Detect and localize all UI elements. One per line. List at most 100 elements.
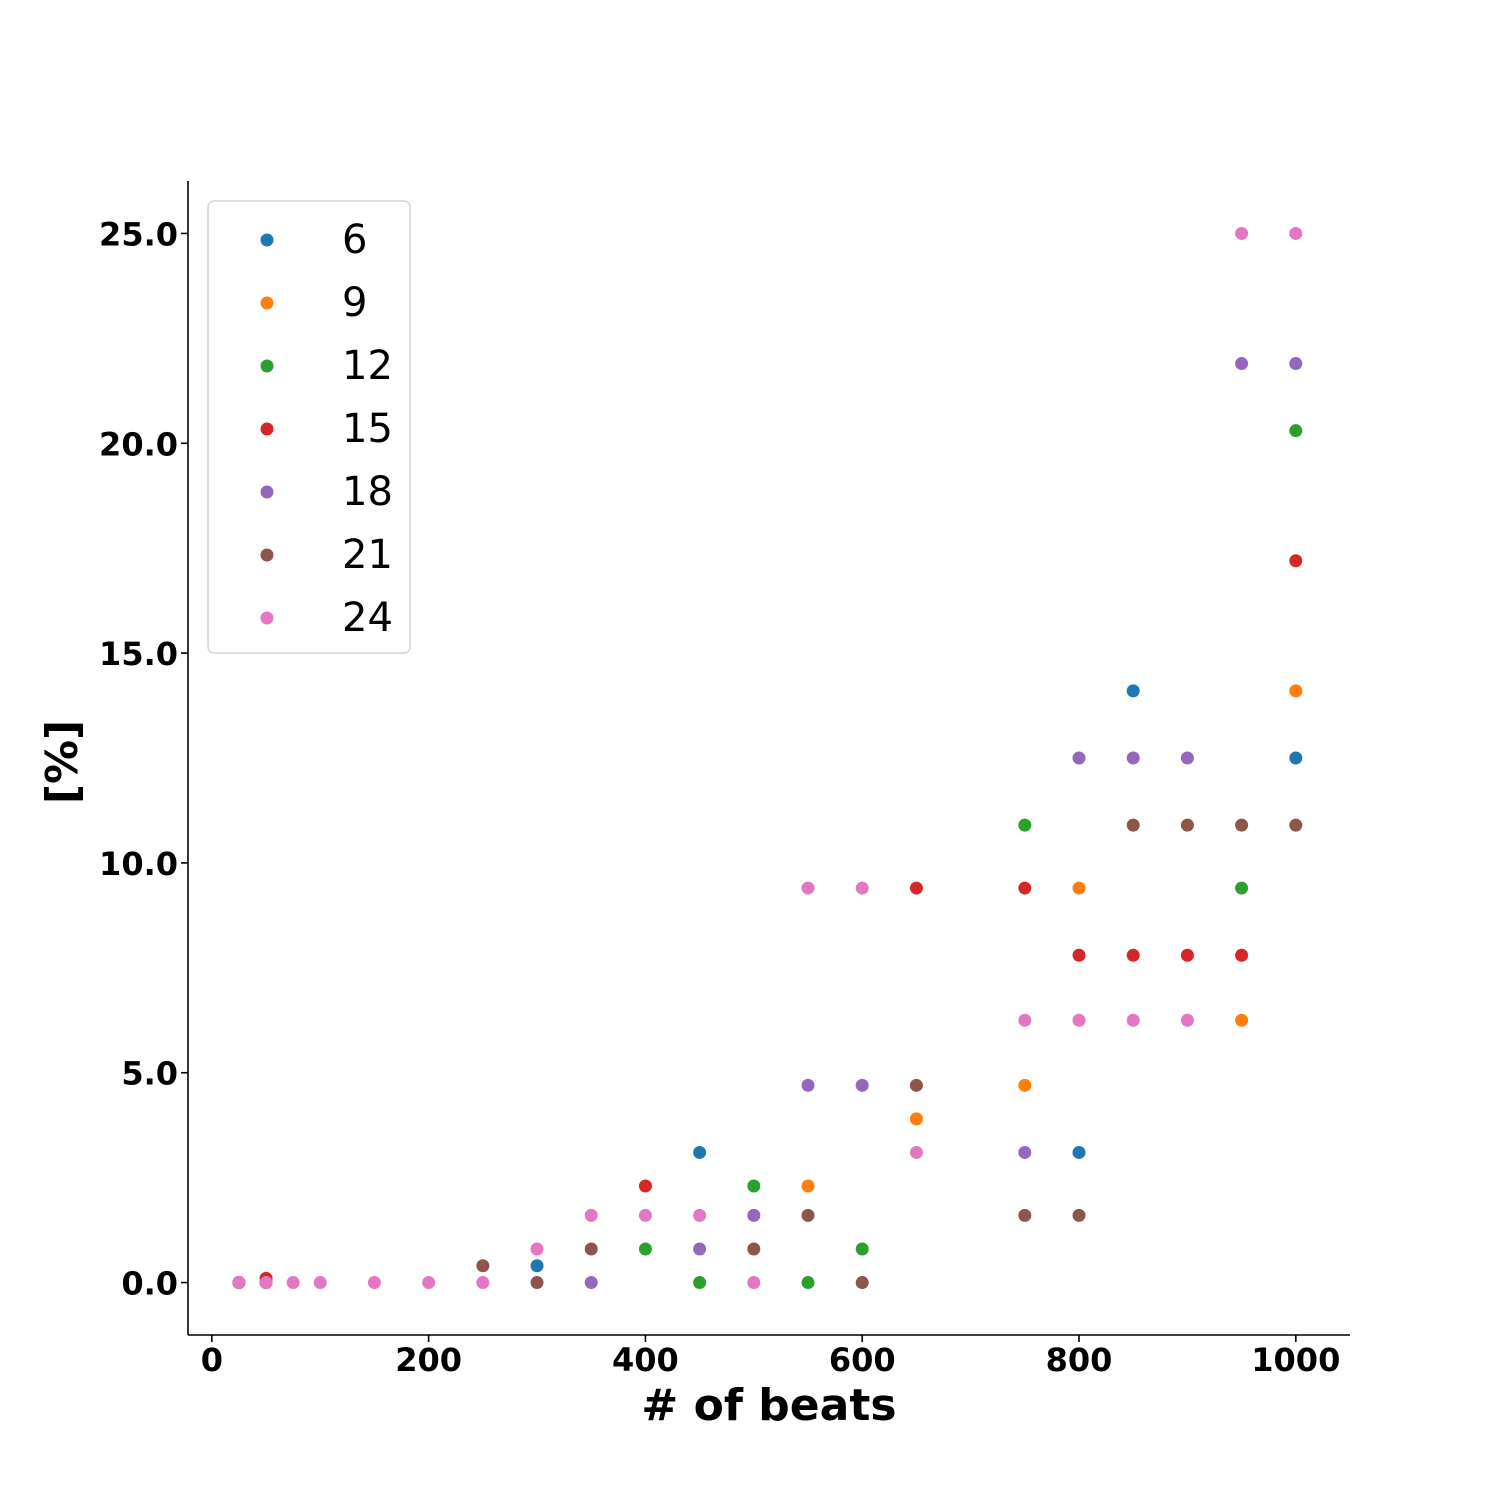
legend-marker — [260, 359, 274, 373]
legend-marker — [260, 485, 274, 499]
data-point — [476, 1276, 490, 1290]
data-point — [855, 1242, 869, 1256]
data-point — [747, 1276, 761, 1290]
data-point — [584, 1276, 598, 1290]
y-tick-label: 0.0 — [121, 1265, 178, 1303]
series-21 — [232, 818, 1303, 1290]
data-point — [1072, 881, 1086, 895]
legend-label: 9 — [342, 280, 367, 326]
x-tick-label: 800 — [1046, 1341, 1113, 1379]
data-point — [1180, 1013, 1194, 1027]
data-point — [313, 1276, 327, 1290]
data-point — [747, 1242, 761, 1256]
data-point — [1126, 751, 1140, 765]
data-point — [232, 1276, 246, 1290]
series-6 — [232, 684, 1303, 1290]
data-point — [1180, 948, 1194, 962]
plot-area — [232, 226, 1303, 1290]
data-point — [422, 1276, 436, 1290]
series-15 — [232, 554, 1303, 1290]
data-point — [1126, 818, 1140, 832]
data-point — [1126, 948, 1140, 962]
data-point — [530, 1242, 544, 1256]
data-point — [1018, 1208, 1032, 1222]
legend-frame — [207, 200, 411, 654]
data-point — [747, 1179, 761, 1193]
data-point — [638, 1208, 652, 1222]
data-point — [801, 1208, 815, 1222]
legend-label: 15 — [342, 406, 393, 452]
data-point — [1072, 751, 1086, 765]
data-point — [693, 1208, 707, 1222]
data-point — [1289, 684, 1303, 698]
data-point — [530, 1276, 544, 1290]
data-point — [1126, 1013, 1140, 1027]
data-point — [855, 1276, 869, 1290]
data-point — [909, 1112, 923, 1126]
data-point — [1180, 751, 1194, 765]
data-point — [1235, 948, 1249, 962]
legend-marker — [260, 233, 274, 247]
data-point — [638, 1179, 652, 1193]
data-point — [801, 881, 815, 895]
x-axis-label: # of beats — [641, 1380, 896, 1431]
data-point — [855, 1078, 869, 1092]
data-point — [1018, 1145, 1032, 1159]
data-point — [638, 1242, 652, 1256]
data-point — [1289, 424, 1303, 438]
data-point — [801, 1078, 815, 1092]
data-point — [367, 1276, 381, 1290]
legend-label: 12 — [342, 343, 393, 389]
data-point — [1072, 948, 1086, 962]
data-point — [1289, 357, 1303, 371]
data-point — [584, 1208, 598, 1222]
data-point — [1018, 818, 1032, 832]
data-point — [1235, 818, 1249, 832]
legend-label: 18 — [342, 469, 393, 515]
data-point — [1018, 881, 1032, 895]
data-point — [259, 1276, 273, 1290]
x-tick-label: 1000 — [1251, 1341, 1340, 1379]
legend-marker — [260, 296, 274, 310]
data-point — [1289, 554, 1303, 568]
data-point — [1072, 1013, 1086, 1027]
data-point — [1235, 881, 1249, 895]
data-point — [909, 1078, 923, 1092]
data-point — [801, 1179, 815, 1193]
legend-marker — [260, 611, 274, 625]
legend-marker — [260, 548, 274, 562]
legend-label: 6 — [342, 217, 367, 263]
data-point — [855, 881, 869, 895]
data-point — [693, 1145, 707, 1159]
legend-label: 21 — [342, 532, 393, 578]
data-point — [693, 1242, 707, 1256]
y-tick-label: 25.0 — [99, 215, 178, 253]
data-point — [693, 1276, 707, 1290]
y-tick-label: 15.0 — [99, 635, 178, 673]
data-point — [1126, 684, 1140, 698]
data-point — [1180, 818, 1194, 832]
y-axis-label: [%] — [37, 720, 88, 804]
legend: 6 9 12 15 18 21 24 — [207, 200, 411, 654]
data-point — [1018, 1013, 1032, 1027]
data-point — [1072, 1145, 1086, 1159]
legend-label: 24 — [342, 595, 393, 641]
x-tick-label: 200 — [395, 1341, 462, 1379]
data-point — [1018, 1078, 1032, 1092]
axes: 0 200 400 600 800 1000 0.0 5.0 10.0 15.0 20.0 25.0 — [99, 181, 1350, 1379]
x-tick-label: 400 — [612, 1341, 679, 1379]
series-9 — [232, 684, 1303, 1290]
series-24 — [232, 226, 1303, 1290]
data-point — [530, 1259, 544, 1273]
data-point — [1072, 1208, 1086, 1222]
data-point — [747, 1208, 761, 1222]
data-point — [1289, 226, 1303, 240]
data-point — [909, 1145, 923, 1159]
data-point — [476, 1259, 490, 1273]
y-tick-label: 20.0 — [99, 425, 178, 463]
data-point — [1289, 751, 1303, 765]
data-point — [909, 881, 923, 895]
x-tick-label: 600 — [829, 1341, 896, 1379]
y-tick-label: 5.0 — [121, 1055, 178, 1093]
legend-marker — [260, 422, 274, 436]
